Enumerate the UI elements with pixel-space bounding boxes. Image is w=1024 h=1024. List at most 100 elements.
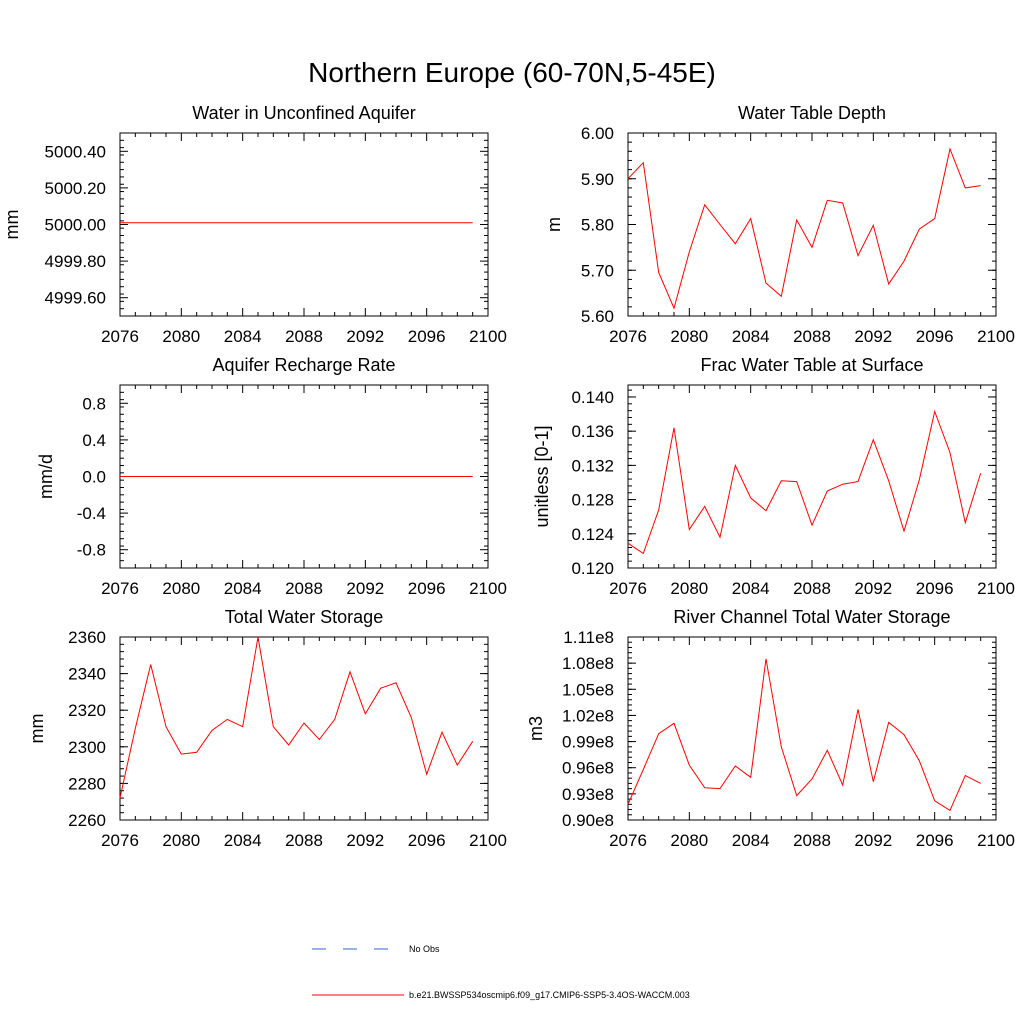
legend: No Obs b.e21.BWSSP534oscmip6.f09_g17.CMI… <box>312 944 690 1000</box>
x-tick-label: 2080 <box>162 579 200 598</box>
x-tick-label: 2076 <box>101 327 139 346</box>
y-tick-label: 2340 <box>68 665 106 684</box>
x-tick-label: 2084 <box>224 327 262 346</box>
panels: Water in Unconfined Aquifer 2076 2080 2084 2… <box>2 103 1015 850</box>
legend-model-label: b.e21.BWSSP534oscmip6.f09_g17.CMIP6-SSP5… <box>409 990 690 1000</box>
x-tick-label: 2096 <box>916 831 954 850</box>
x-tick-label: 2096 <box>408 831 446 850</box>
plot-frame <box>119 636 489 821</box>
y-tick-label: 5.70 <box>581 261 614 280</box>
x-tick-label: 2092 <box>854 831 892 850</box>
y-tick-label: 5.80 <box>581 216 614 235</box>
y-tick-label: 6.00 <box>581 124 614 143</box>
x-tick-label: 2088 <box>793 831 831 850</box>
y-tick-label: 0.93e8 <box>562 785 614 804</box>
series-line <box>627 658 981 812</box>
x-tick-label: 2080 <box>670 579 708 598</box>
x-tick-label: 2084 <box>732 831 770 850</box>
y-tick-label: 0.132 <box>571 456 614 475</box>
y-tick-label: 5.90 <box>581 170 614 189</box>
x-tick-label: 2100 <box>977 579 1015 598</box>
y-axis-label: m3 <box>526 716 546 741</box>
x-tick-label: 2080 <box>162 327 200 346</box>
x-tick-label: 2088 <box>793 579 831 598</box>
y-tick-label: 2320 <box>68 701 106 720</box>
x-tick-label: 2088 <box>285 831 323 850</box>
x-tick-label: 2088 <box>285 327 323 346</box>
x-tick-label: 2096 <box>408 327 446 346</box>
x-tick-label: 2100 <box>469 579 507 598</box>
x-tick-label: 2088 <box>793 327 831 346</box>
x-tick-label: 2092 <box>346 831 384 850</box>
chart-panel-4: Frac Water Table at Surface 2076 2080 2084 2… <box>532 355 1015 598</box>
y-tick-label: 2300 <box>68 738 106 757</box>
y-tick-label: 0.90e8 <box>562 811 614 830</box>
y-tick-label: 1.05e8 <box>562 680 614 699</box>
y-tick-label: 5000.00 <box>45 216 106 235</box>
chart-title: River Channel Total Water Storage <box>673 607 950 627</box>
series-line <box>119 636 474 799</box>
x-tick-label: 2100 <box>469 327 507 346</box>
chart-panel-6: River Channel Total Water Storage 2076 208… <box>526 607 1015 850</box>
y-axis-label: mm <box>27 714 47 744</box>
x-tick-label: 2080 <box>670 327 708 346</box>
y-tick-label: 1.11e8 <box>563 628 614 647</box>
y-tick-label: 0.4 <box>82 431 106 450</box>
figure-title: Northern Europe (60-70N,5-45E) <box>308 57 716 88</box>
y-tick-label: 5.60 <box>581 307 614 326</box>
y-axis-label: mm <box>2 210 22 240</box>
y-tick-label: 0.124 <box>571 525 614 544</box>
y-tick-label: 5000.40 <box>45 142 106 161</box>
plot-frame <box>627 132 997 317</box>
y-axis-label: unitless [0-1] <box>532 425 552 527</box>
y-tick-label: 1.02e8 <box>562 706 614 725</box>
chart-panel-1: Water in Unconfined Aquifer 2076 2080 2084 2… <box>2 103 507 346</box>
plot-frame <box>627 636 997 821</box>
y-tick-label: 4999.60 <box>45 289 106 308</box>
y-tick-label: -0.8 <box>77 541 106 560</box>
chart-panel-5: Total Water Storage 2076 2080 2084 2088 2092 2… <box>27 607 507 850</box>
x-tick-label: 2080 <box>670 831 708 850</box>
x-tick-label: 2092 <box>346 327 384 346</box>
chart-title: Aquifer Recharge Rate <box>212 355 395 375</box>
chart-panel-2: Water Table Depth 2076 2080 2084 2088 2092 209… <box>544 103 1015 346</box>
x-tick-label: 2092 <box>346 579 384 598</box>
chart-title: Water Table Depth <box>738 103 886 123</box>
chart-panel-3: Aquifer Recharge Rate 2076 2080 2084 2088 209… <box>36 355 507 598</box>
x-tick-label: 2076 <box>101 579 139 598</box>
x-tick-label: 2076 <box>609 831 647 850</box>
x-tick-label: 2100 <box>469 831 507 850</box>
x-tick-label: 2084 <box>224 579 262 598</box>
chart-title: Frac Water Table at Surface <box>700 355 923 375</box>
chart-title: Water in Unconfined Aquifer <box>192 103 415 123</box>
y-tick-label: 0.120 <box>571 559 614 578</box>
y-tick-label: 2260 <box>68 811 106 830</box>
legend-obs-label: No Obs <box>409 944 440 954</box>
x-tick-label: 2100 <box>977 327 1015 346</box>
x-tick-label: 2088 <box>285 579 323 598</box>
x-tick-label: 2096 <box>916 579 954 598</box>
x-tick-label: 2092 <box>854 327 892 346</box>
y-tick-label: 1.08e8 <box>562 654 614 673</box>
x-tick-label: 2080 <box>162 831 200 850</box>
y-tick-label: 0.96e8 <box>562 759 614 778</box>
y-tick-label: 0.0 <box>82 468 106 487</box>
chart-title: Total Water Storage <box>225 607 383 627</box>
y-tick-label: 0.99e8 <box>562 733 614 752</box>
y-axis-label: m <box>544 217 564 232</box>
y-tick-label: 0.128 <box>571 491 614 510</box>
y-tick-label: 0.8 <box>82 394 106 413</box>
series-line <box>627 409 982 555</box>
y-tick-label: 0.136 <box>571 422 614 441</box>
plot-frame <box>119 132 489 317</box>
x-tick-label: 2076 <box>101 831 139 850</box>
x-tick-label: 2092 <box>854 579 892 598</box>
plot-frame <box>627 384 997 569</box>
y-tick-label: -0.4 <box>77 504 106 523</box>
y-tick-label: 4999.80 <box>45 252 106 271</box>
y-tick-label: 0.140 <box>571 388 614 407</box>
x-tick-label: 2084 <box>224 831 262 850</box>
y-tick-label: 5000.20 <box>45 179 106 198</box>
x-tick-label: 2100 <box>977 831 1015 850</box>
series-line <box>627 147 981 310</box>
